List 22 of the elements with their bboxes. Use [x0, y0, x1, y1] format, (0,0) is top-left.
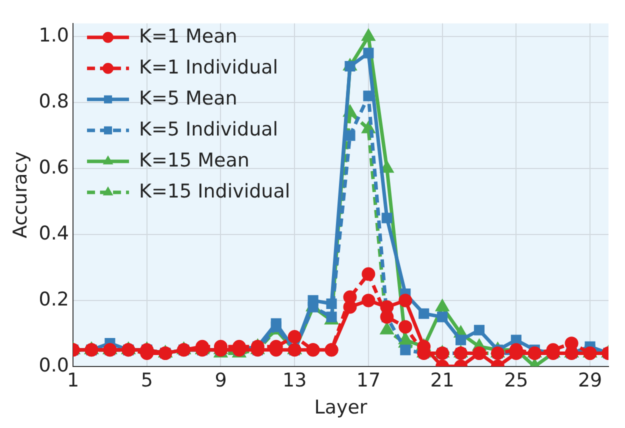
y-axis-title: Accuracy — [9, 152, 32, 238]
x-tick-label: 17 — [356, 370, 381, 392]
x-tick-label: 25 — [504, 370, 528, 392]
x-axis-title: Layer — [314, 396, 368, 419]
legend-label: K=1 Individual — [139, 56, 278, 78]
legend-label: K=5 Mean — [139, 87, 238, 110]
y-tick-label: 0.8 — [38, 90, 70, 112]
legend-label: K=15 Mean — [139, 149, 250, 172]
legend-label: K=15 Individual — [139, 180, 290, 202]
x-tick-label: 13 — [282, 370, 307, 392]
y-tick-label: 0.0 — [38, 354, 70, 376]
y-tick-label: 1.0 — [38, 24, 70, 47]
x-tick-label: 21 — [430, 370, 454, 392]
x-tick-label: 9 — [214, 370, 227, 392]
y-tick-label: 0.4 — [38, 222, 70, 244]
y-tick-label: 0.6 — [38, 156, 70, 178]
legend-label: K=5 Individual — [139, 118, 278, 140]
legend-label: K=1 Mean — [139, 25, 238, 48]
x-tick-label: 5 — [140, 370, 153, 392]
y-tick-label: 0.2 — [38, 288, 70, 310]
x-tick-label: 1 — [66, 370, 80, 392]
x-tick-label: 29 — [578, 370, 602, 392]
